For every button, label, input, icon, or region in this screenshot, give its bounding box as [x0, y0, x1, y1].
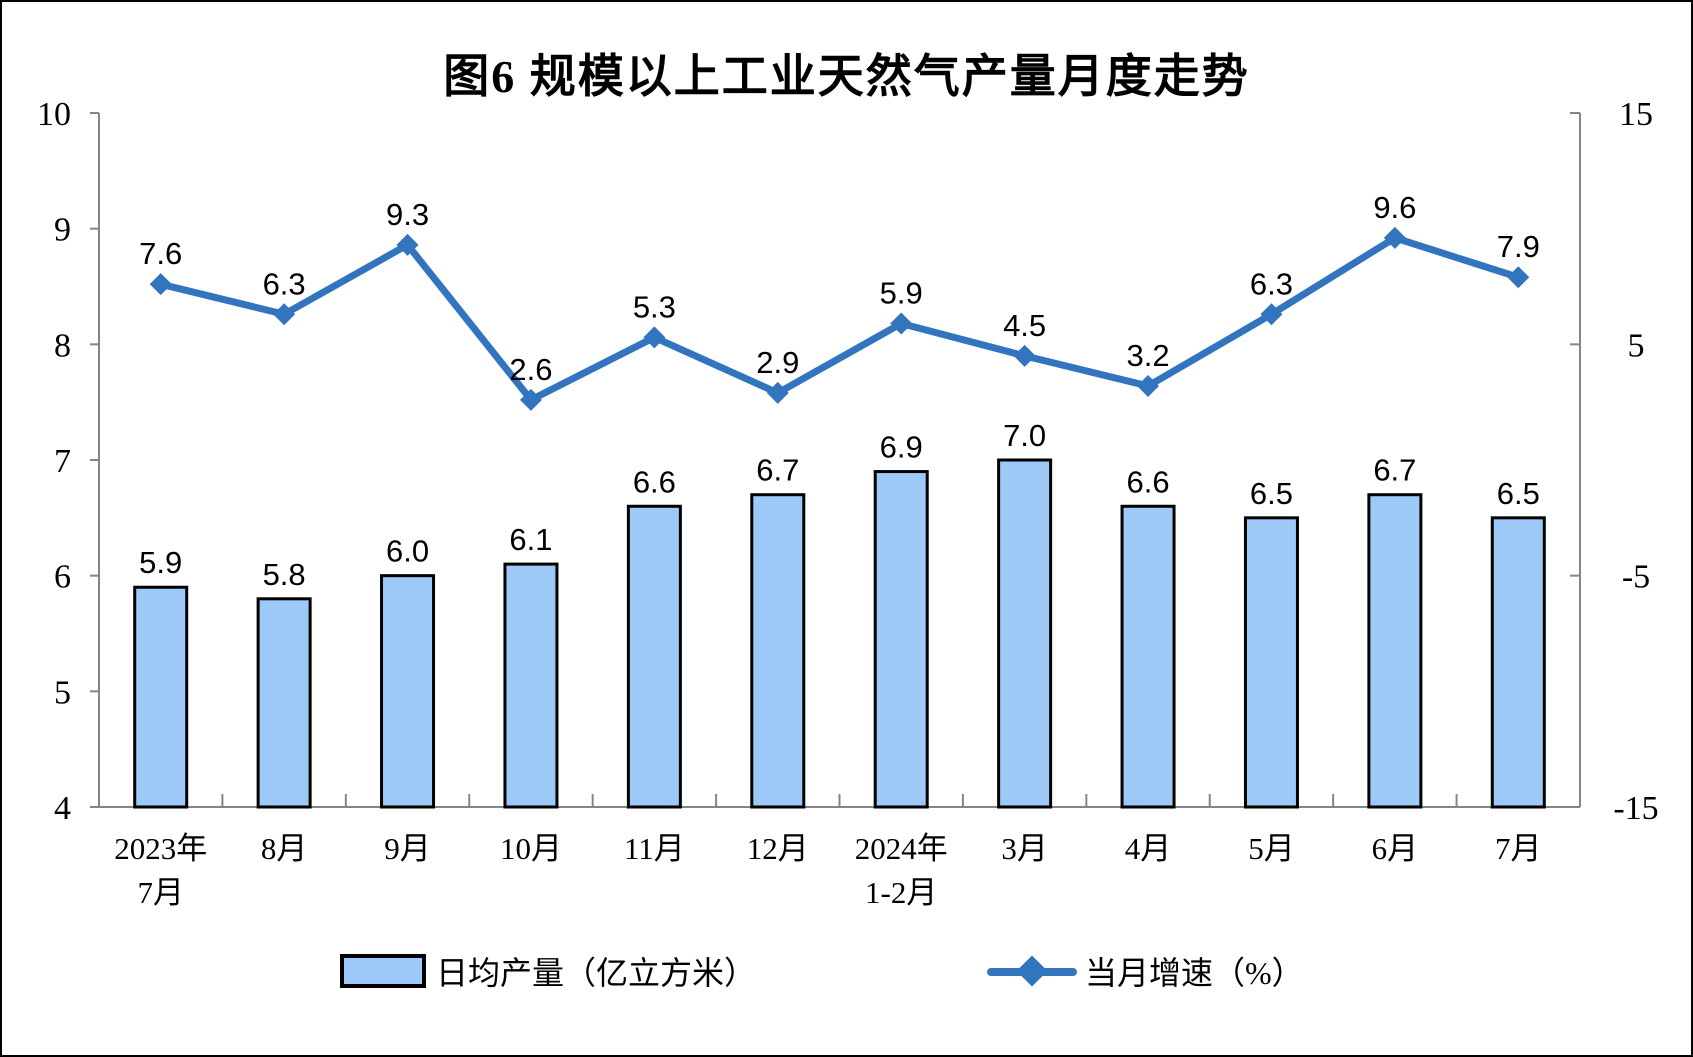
line-point-marker: [1013, 344, 1036, 367]
line-data-label: 6.3: [263, 266, 306, 301]
left-axis-tick-label: 9: [54, 212, 71, 249]
x-category-label: 9月: [384, 831, 431, 866]
legend-item-bar: 日均产量（亿立方米）: [340, 943, 756, 999]
legend-line-label: 当月增速（%）: [1085, 955, 1304, 991]
bar-data-label: 6.7: [1373, 453, 1416, 488]
left-axis-tick-label: 6: [54, 559, 71, 596]
legend: 日均产量（亿立方米） 当月增速（%）: [2, 943, 1691, 1003]
line-data-label: 9.6: [1373, 190, 1416, 225]
bar: [873, 470, 929, 809]
bar-data-label: 7.0: [1003, 418, 1046, 453]
x-category-label: 7月: [137, 875, 184, 910]
bar-data-label: 6.7: [756, 453, 799, 488]
right-axis-tick-label: 15: [1619, 96, 1653, 133]
legend-item-line: 当月增速（%）: [987, 943, 1304, 999]
left-axis-tick-label: 8: [54, 327, 71, 364]
bar: [626, 504, 682, 809]
x-category-label: 4月: [1125, 831, 1172, 866]
bar: [1367, 493, 1423, 809]
bar: [133, 585, 189, 809]
line-swatch-icon: [987, 955, 1077, 987]
bar: [256, 597, 312, 809]
x-category-label: 11月: [624, 831, 685, 866]
bar-data-label: 6.5: [1497, 476, 1540, 511]
x-category-label: 5月: [1248, 831, 1295, 866]
x-category-label: 2024年: [855, 831, 948, 866]
bar: [1120, 504, 1176, 809]
line-data-label: 7.6: [139, 236, 182, 271]
x-category-label: 3月: [1001, 831, 1048, 866]
x-category-label: 12月: [747, 831, 809, 866]
bar: [503, 562, 559, 809]
line-point-marker: [1507, 266, 1530, 289]
bar-data-label: 6.6: [633, 464, 676, 499]
bar-data-label: 5.8: [263, 557, 306, 592]
left-axis-tick-label: 5: [54, 674, 71, 711]
bar-data-label: 6.1: [509, 522, 552, 557]
line-point-marker: [766, 381, 789, 404]
line-data-label: 5.3: [633, 289, 676, 324]
chart-title: 图6 规模以上工业天然气产量月度走势: [443, 51, 1250, 102]
left-axis-tick-label: 4: [54, 790, 71, 827]
line-point-marker: [1383, 226, 1406, 249]
line-data-label: 2.9: [756, 345, 799, 380]
bar-data-label: 6.5: [1250, 476, 1293, 511]
x-category-label: 6月: [1372, 831, 1419, 866]
line-point-marker: [643, 326, 666, 349]
line-data-label: 2.6: [509, 352, 552, 387]
left-axis-tick-label: 10: [37, 96, 71, 133]
bar: [997, 458, 1053, 809]
line-data-label: 6.3: [1250, 266, 1293, 301]
x-category-label: 2023年: [114, 831, 207, 866]
x-category-label: 10月: [500, 831, 562, 866]
legend-diamond-marker: [1016, 955, 1048, 987]
bar-swatch-icon: [340, 954, 426, 988]
x-category-label: 1-2月: [865, 875, 937, 910]
growth-line: [157, 234, 1522, 404]
line-point-marker: [519, 388, 542, 411]
line-data-label: 3.2: [1126, 338, 1169, 373]
line-data-label: 5.9: [880, 276, 923, 311]
right-axis-tick-label: 5: [1628, 327, 1645, 364]
bar-data-label: 6.0: [386, 534, 429, 569]
left-axis-tick-label: 7: [54, 443, 71, 480]
legend-bar-label: 日均产量（亿立方米）: [436, 955, 757, 991]
bar-data-label: 6.6: [1126, 464, 1169, 499]
bar: [750, 493, 806, 809]
bar: [1243, 516, 1299, 809]
line-point-marker: [890, 312, 913, 335]
bar: [380, 574, 436, 809]
right-axis-tick-label: -5: [1622, 559, 1650, 596]
bar: [1490, 516, 1546, 809]
line-point-marker: [1137, 374, 1160, 397]
line-data-label: 7.9: [1497, 229, 1540, 264]
line-data-label: 4.5: [1003, 308, 1046, 343]
bar-data-label: 6.9: [880, 430, 923, 465]
x-category-label: 8月: [261, 831, 308, 866]
line-point-marker: [149, 273, 172, 296]
x-category-label: 7月: [1495, 831, 1542, 866]
right-axis-tick-label: -15: [1613, 790, 1658, 827]
line-point-marker: [273, 303, 296, 326]
line-point-marker: [396, 233, 419, 256]
bar-data-label: 5.9: [139, 545, 182, 580]
line-data-label: 9.3: [386, 197, 429, 232]
line-point-marker: [1260, 303, 1283, 326]
